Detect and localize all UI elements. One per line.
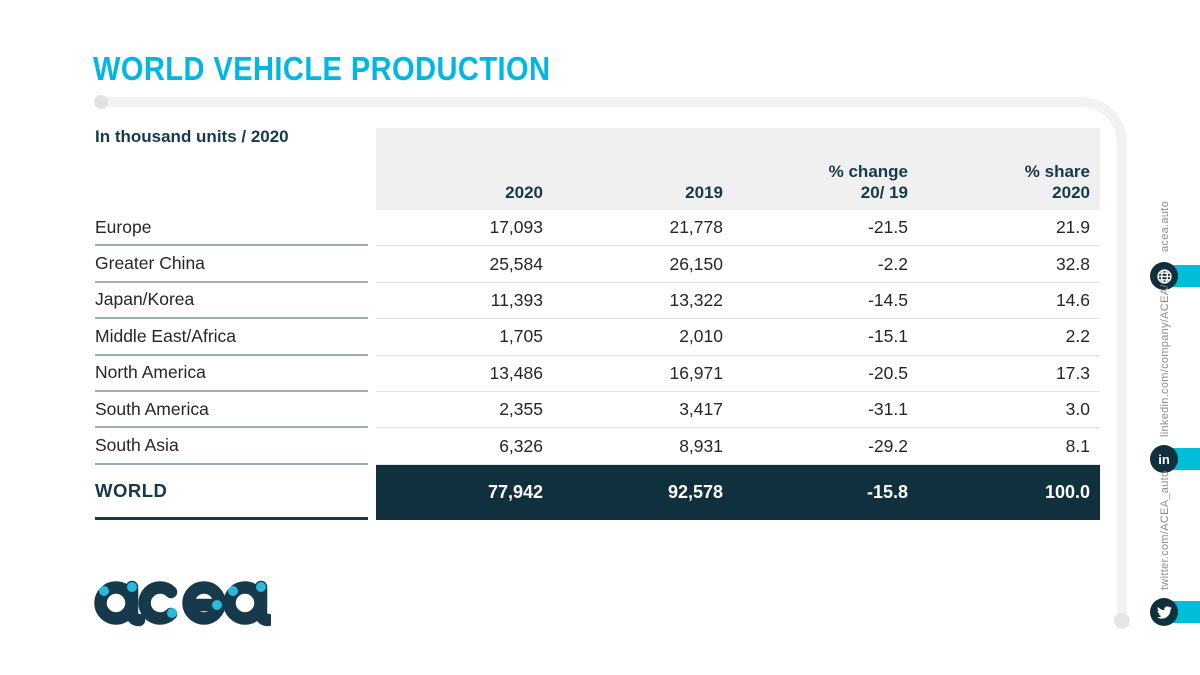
table-header: 2020 2019 % change 20/ 19 % share 2020 bbox=[376, 128, 1100, 210]
decorative-frame-line bbox=[100, 97, 1127, 624]
value-2020: 6,326 bbox=[376, 428, 543, 465]
value-2020: 25,584 bbox=[376, 246, 543, 283]
column-header-change: % change 20/ 19 bbox=[723, 128, 908, 210]
value-share: 32.8 bbox=[908, 246, 1100, 283]
units-subtitle: In thousand units / 2020 bbox=[95, 127, 289, 146]
table-row: Greater China 25,584 26,150 -2.2 32.8 bbox=[95, 246, 1100, 283]
column-header-share: % share 2020 bbox=[908, 128, 1100, 210]
value-2019: 21,778 bbox=[543, 210, 723, 247]
value-change: -2.2 bbox=[723, 246, 908, 283]
table-row: Middle East/Africa 1,705 2,010 -15.1 2.2 bbox=[95, 319, 1100, 356]
world-label: WORLD bbox=[95, 465, 368, 520]
region-label: Japan/Korea bbox=[95, 283, 368, 320]
region-label: North America bbox=[95, 356, 368, 392]
value-2020: 2,355 bbox=[376, 392, 543, 429]
value-2019: 8,931 bbox=[543, 428, 723, 465]
value-2020: 13,486 bbox=[376, 356, 543, 392]
value-change: -31.1 bbox=[723, 392, 908, 429]
value-share: 8.1 bbox=[908, 428, 1100, 465]
world-total-row: WORLD 77,942 92,578 -15.8 100.0 bbox=[95, 464, 1100, 520]
value-2019: 26,150 bbox=[543, 246, 723, 283]
column-header-line2: 20/ 19 bbox=[860, 183, 908, 202]
region-label: South Asia bbox=[95, 428, 368, 465]
table-row: North America 13,486 16,971 -20.5 17.3 bbox=[95, 356, 1100, 392]
region-label: South America bbox=[95, 392, 368, 429]
region-label: Middle East/Africa bbox=[95, 319, 368, 356]
linkedin-icon[interactable]: in bbox=[1150, 445, 1178, 473]
value-2019: 3,417 bbox=[543, 392, 723, 429]
value-share: 17.3 bbox=[908, 356, 1100, 392]
frame-start-dot bbox=[94, 95, 108, 109]
value-2020: 17,093 bbox=[376, 210, 543, 247]
column-header-line2: 2019 bbox=[685, 183, 723, 202]
value-change: -15.1 bbox=[723, 319, 908, 356]
world-value-share: 100.0 bbox=[908, 464, 1100, 520]
value-change: -14.5 bbox=[723, 283, 908, 320]
table-row: Europe 17,093 21,778 -21.5 21.9 bbox=[95, 210, 1100, 247]
world-value-2019: 92,578 bbox=[543, 464, 723, 520]
column-header-2019: 2019 bbox=[543, 128, 723, 210]
column-header-line1: % change bbox=[828, 162, 908, 181]
linkedin-link[interactable]: linkedin.com/company/ACEA/ bbox=[1159, 284, 1171, 437]
region-label: Europe bbox=[95, 210, 368, 247]
value-2019: 16,971 bbox=[543, 356, 723, 392]
twitter-icon[interactable] bbox=[1150, 598, 1178, 626]
region-label: Greater China bbox=[95, 246, 368, 283]
twitter-link[interactable]: twitter.com/ACEA_auto bbox=[1159, 470, 1171, 590]
linkedin-glyph: in bbox=[1158, 451, 1170, 467]
value-share: 2.2 bbox=[908, 319, 1100, 356]
value-share: 14.6 bbox=[908, 283, 1100, 320]
world-value-change: -15.8 bbox=[723, 464, 908, 520]
value-2020: 11,393 bbox=[376, 283, 543, 320]
world-value-2020: 77,942 bbox=[376, 464, 543, 520]
column-header-line2: 2020 bbox=[1052, 183, 1090, 202]
column-header-line1: % share bbox=[1024, 162, 1090, 181]
page-title: WORLD VEHICLE PRODUCTION bbox=[93, 50, 551, 87]
value-change: -21.5 bbox=[723, 210, 908, 247]
column-header-line2: 2020 bbox=[505, 183, 543, 202]
value-change: -20.5 bbox=[723, 356, 908, 392]
value-share: 21.9 bbox=[908, 210, 1100, 247]
table-row: South Asia 6,326 8,931 -29.2 8.1 bbox=[95, 428, 1100, 465]
value-change: -29.2 bbox=[723, 428, 908, 465]
website-link[interactable]: acea.auto bbox=[1159, 200, 1171, 252]
value-2019: 13,322 bbox=[543, 283, 723, 320]
acea-logo bbox=[94, 580, 271, 627]
table-row: South America 2,355 3,417 -31.1 3.0 bbox=[95, 392, 1100, 429]
globe-icon[interactable] bbox=[1150, 262, 1178, 290]
table-row: Japan/Korea 11,393 13,322 -14.5 14.6 bbox=[95, 283, 1100, 320]
value-share: 3.0 bbox=[908, 392, 1100, 429]
production-table: 2020 2019 % change 20/ 19 % share 2020 E… bbox=[95, 128, 1100, 520]
value-2019: 2,010 bbox=[543, 319, 723, 356]
value-2020: 1,705 bbox=[376, 319, 543, 356]
column-header-2020: 2020 bbox=[376, 128, 543, 210]
frame-end-dot bbox=[1114, 613, 1130, 629]
